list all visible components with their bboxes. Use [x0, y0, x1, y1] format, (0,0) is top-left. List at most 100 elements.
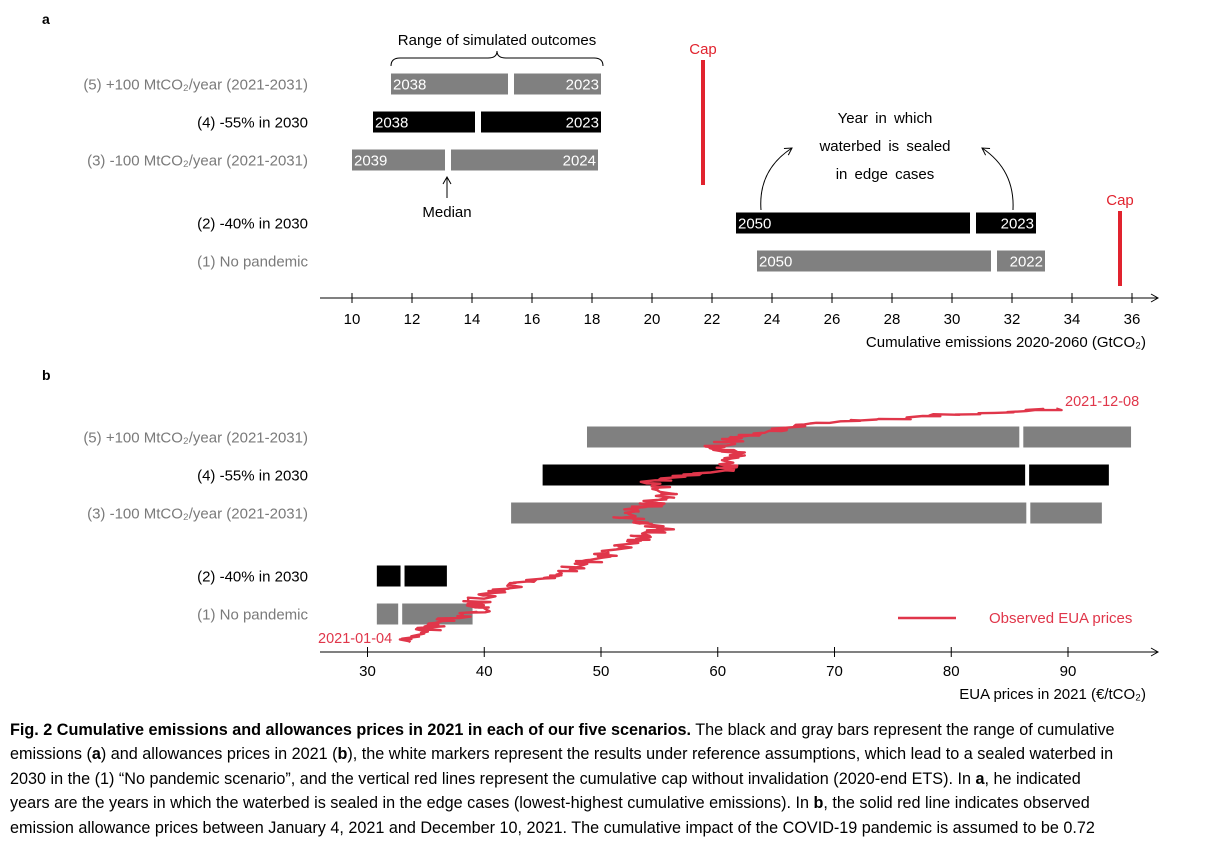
range-bar: [542, 464, 1109, 486]
row-label: (4) -55% in 2030: [197, 468, 308, 485]
range-bar: [757, 250, 1045, 272]
median-marker: [475, 110, 481, 134]
caption-text-9: emission allowance prices between Januar…: [10, 818, 1095, 837]
caption-text-2: emissions (: [10, 745, 92, 764]
sealed-annotation-line2: waterbed is sealed: [818, 138, 950, 155]
x-tick-label: 20: [644, 311, 661, 328]
row-label: (2) -40% in 2030: [197, 569, 308, 586]
x-tick-label: 18: [584, 311, 601, 328]
row-label: (5) +100 MtCO₂/year (2021-2031): [83, 430, 308, 447]
x-tick-label: 34: [1064, 311, 1081, 328]
panel-a-label: a: [42, 11, 50, 27]
x-tick-label: 40: [476, 663, 493, 680]
x-tick-label: 30: [359, 663, 376, 680]
panel-a: (5) +100 MtCO₂/year (2021-2031) (4) -55% …: [83, 32, 1160, 351]
x-tick-label: 12: [404, 311, 421, 328]
panel-a-row-labels: (5) +100 MtCO₂/year (2021-2031) (4) -55% …: [83, 77, 308, 271]
x-tick-label: 90: [1060, 663, 1077, 680]
range-annotation: Range of simulated outcomes: [398, 32, 596, 49]
cap-label: Cap: [1106, 192, 1134, 209]
panel-a-x-axis: 10 12 14 16 18 20 22 24 26 28 30 32 34 36: [320, 293, 1160, 328]
median-marker: [1025, 463, 1030, 487]
range-bar: [511, 502, 1102, 524]
x-tick-label: 24: [764, 311, 781, 328]
x-tick-label: 16: [524, 311, 541, 328]
row-label: (3) -100 MtCO₂/year (2021-2031): [87, 153, 308, 170]
figure-caption: Fig. 2 Cumulative emissions and allowanc…: [10, 718, 1210, 840]
median-marker: [1026, 501, 1031, 525]
range-bar: [376, 565, 447, 587]
x-tick-label: 28: [884, 311, 901, 328]
x-tick-label: 10: [344, 311, 361, 328]
median-marker: [991, 249, 997, 273]
x-tick-label: 14: [464, 311, 481, 328]
cap-label: Cap: [689, 41, 717, 58]
caption-text-3: ) and allowances prices in 2021 (: [100, 745, 338, 764]
row-label: (3) -100 MtCO₂/year (2021-2031): [87, 506, 308, 523]
row-label: (2) -40% in 2030: [197, 216, 308, 233]
sealed-arrow-left: [760, 147, 793, 211]
x-tick-label: 80: [943, 663, 960, 680]
max-year-label: 2023: [566, 77, 599, 94]
sealed-annotation-line3: in edge cases: [836, 166, 935, 183]
min-year-label: 2050: [759, 254, 792, 271]
x-tick-label: 30: [944, 311, 961, 328]
x-tick-label: 60: [709, 663, 726, 680]
median-annotation: Median: [422, 204, 471, 221]
caption-text-7: years are the years in which the waterbe…: [10, 794, 814, 813]
legend-label: Observed EUA prices: [989, 610, 1132, 627]
min-year-label: 2039: [354, 153, 387, 170]
row-label: (1) No pandemic: [197, 607, 308, 624]
panel-a-x-label: Cumulative emissions 2020-2060 (GtCO₂): [866, 334, 1146, 351]
median-marker: [400, 564, 405, 588]
panel-b-row-labels: (5) +100 MtCO₂/year (2021-2031) (4) -55% …: [83, 430, 308, 624]
range-bar: [736, 212, 1036, 234]
row-label: (1) No pandemic: [197, 254, 308, 271]
panel-b-label: b: [42, 367, 51, 383]
x-tick-label: 50: [593, 663, 610, 680]
median-marker: [508, 72, 514, 96]
median-marker: [1019, 425, 1024, 449]
figure: a b (5) +100 MtCO₂/year (2021-2031) (4) -…: [42, 11, 1160, 703]
observed-price-line: [398, 407, 1063, 644]
x-tick-label: 36: [1124, 311, 1141, 328]
caption-text-4: ), the white markers represent the resul…: [347, 745, 1114, 764]
max-year-label: 2022: [1010, 254, 1043, 271]
max-year-label: 2024: [563, 153, 596, 170]
sealed-arrow-right: [981, 147, 1014, 211]
caption-ref-b-2: b: [813, 794, 824, 813]
caption-ref-a: a: [91, 745, 101, 764]
x-tick-label: 32: [1004, 311, 1021, 328]
range-bar: [391, 73, 601, 95]
panel-b: (5) +100 MtCO₂/year (2021-2031) (4) -55% …: [83, 394, 1160, 703]
caption-ref-b: b: [337, 745, 348, 764]
min-year-label: 2038: [375, 115, 408, 132]
sealed-annotation-line1: Year in which: [838, 110, 933, 127]
median-marker: [398, 602, 403, 626]
price-end-label: 2021-12-08: [1065, 394, 1139, 410]
caption-text-1: The black and gray bars represent the ra…: [691, 721, 1115, 739]
panel-a-bars: 2038 2023 2038 2023 2039 2024 2050 2023 2050 2022: [352, 72, 1045, 273]
caption-text-6: , he indicated: [984, 769, 1081, 788]
panel-b-x-label: EUA prices in 2021 (€/tCO₂): [959, 686, 1146, 703]
range-bar: [376, 603, 473, 625]
range-bar: [373, 111, 601, 133]
panel-b-bars: [376, 425, 1132, 626]
panel-b-x-axis: 30 40 50 60 70 80 90: [320, 647, 1160, 680]
row-label: (5) +100 MtCO₂/year (2021-2031): [83, 77, 308, 94]
x-tick-label: 22: [704, 311, 721, 328]
row-label: (4) -55% in 2030: [197, 115, 308, 132]
caption-text-8: , the solid red line indicates observed: [823, 794, 1090, 813]
range-brace: [390, 50, 604, 67]
caption-fig-number: Fig. 2: [10, 721, 53, 739]
median-marker: [970, 211, 976, 235]
max-year-label: 2023: [566, 115, 599, 132]
min-year-label: 2038: [393, 77, 426, 94]
range-bar: [352, 149, 598, 171]
caption-title: Cumulative emissions and allowances pric…: [56, 721, 692, 739]
min-year-label: 2050: [738, 216, 771, 233]
price-start-label: 2021-01-04: [318, 631, 392, 647]
x-tick-label: 70: [826, 663, 843, 680]
x-tick-label: 26: [824, 311, 841, 328]
caption-text-5: 2030 in the (1) “No pandemic scenario”, …: [10, 769, 976, 788]
